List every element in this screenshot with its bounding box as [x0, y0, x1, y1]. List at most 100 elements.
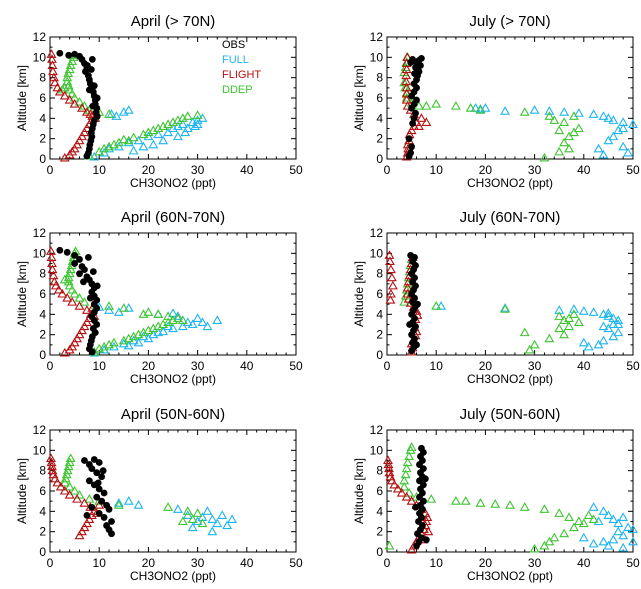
x-tick-label: 40	[240, 556, 254, 570]
data-point-obs	[411, 70, 418, 77]
data-point-full	[613, 315, 624, 324]
panel-title: July (50N-60N)	[460, 406, 561, 423]
data-point-flight	[385, 294, 396, 304]
data-point-obs	[414, 300, 421, 308]
data-point-full	[222, 520, 233, 530]
panel-5: April (50N-60N) 0 10 20 30 40 50 0 2 4 6 8 10 12 CH3ON…	[15, 406, 303, 583]
data-point-ddep	[153, 309, 164, 318]
data-point-full	[227, 514, 237, 524]
data-point-ddep	[63, 461, 74, 471]
y-tick-label: 4	[39, 111, 46, 125]
data-point-flight	[53, 284, 64, 294]
data-point-ddep	[104, 301, 114, 310]
data-point-ddep	[426, 494, 437, 503]
data-point-ddep	[74, 489, 85, 499]
data-point-ddep	[69, 288, 80, 298]
data-point-obs	[422, 536, 430, 544]
data-point-full	[187, 522, 198, 532]
panel-2: July (> 70N) 0 10 20 30 40 50 0 2 4 6 8 10 12 CH3ONO2 …	[352, 13, 640, 190]
data-point-ddep	[399, 481, 410, 491]
data-point-full	[104, 305, 114, 314]
data-point-obs	[56, 246, 64, 254]
x-axis-label: CH3ONO2 (ppt)	[130, 176, 216, 190]
data-point-ddep	[63, 68, 74, 78]
data-point-ddep	[404, 451, 415, 460]
data-point-obs	[99, 467, 107, 475]
data-point-ddep	[450, 101, 461, 110]
data-point-ddep	[554, 311, 565, 320]
data-point-ddep	[65, 264, 76, 274]
data-point-flight	[74, 329, 85, 339]
y-tick-label: 0	[39, 348, 46, 362]
data-point-ddep	[539, 504, 550, 513]
data-point-ddep	[475, 498, 486, 507]
data-point-obs	[85, 477, 93, 485]
data-point-flight	[422, 512, 433, 521]
x-axis-label: CH3ONO2 (ppt)	[130, 372, 216, 386]
data-point-full	[153, 327, 164, 337]
data-point-ddep	[59, 477, 70, 487]
data-point-flight	[72, 494, 83, 503]
data-point-obs	[87, 66, 95, 73]
data-point-obs	[88, 503, 96, 511]
data-point-flight	[74, 135, 85, 145]
y-tick-label: 4	[39, 504, 46, 518]
data-point-obs	[407, 149, 415, 157]
data-point-flight	[401, 491, 412, 501]
data-point-full	[202, 321, 213, 331]
data-point-obs	[89, 102, 97, 110]
data-point-flight	[406, 544, 417, 554]
data-point-ddep	[197, 518, 208, 528]
data-point-ddep	[62, 465, 73, 475]
x-tick-label: 20	[142, 556, 156, 570]
data-point-obs	[421, 475, 429, 483]
data-point-ddep	[573, 317, 584, 327]
data-point-flight	[48, 270, 59, 280]
data-point-flight	[48, 72, 59, 82]
data-point-full	[128, 145, 139, 155]
data-point-obs	[80, 278, 87, 286]
panel-6: July (50N-60N) 0 10 20 30 40 50 0 2 4 6 8 10 12 CH3ONO…	[352, 406, 640, 583]
data-point-flight	[47, 60, 58, 70]
data-point-full	[123, 496, 134, 505]
data-point-ddep	[529, 339, 540, 349]
data-point-flight	[79, 321, 90, 331]
legend-entry-obs: OBS	[222, 39, 245, 51]
data-point-full	[578, 337, 589, 347]
data-point-flight	[59, 90, 70, 100]
data-point-obs	[108, 530, 115, 538]
data-point-obs	[76, 256, 83, 263]
data-point-full	[588, 307, 599, 316]
data-point-full	[628, 119, 638, 128]
data-point-obs	[108, 518, 115, 525]
data-point-ddep	[143, 307, 154, 316]
data-point-obs	[407, 251, 415, 259]
data-point-ddep	[118, 303, 129, 312]
y-tick-label: 10	[33, 443, 47, 457]
data-point-flight	[384, 467, 395, 477]
y-axis-label: Altitude [km]	[352, 261, 366, 327]
data-point-obs	[88, 55, 96, 63]
y-tick-label: 8	[39, 267, 46, 281]
x-tick-label: 0	[47, 359, 54, 373]
y-tick-label: 6	[376, 287, 383, 301]
data-point-obs	[56, 49, 64, 57]
data-point-ddep	[64, 280, 75, 290]
data-point-flight	[49, 77, 60, 87]
data-point-ddep	[192, 110, 203, 119]
data-point-obs	[95, 459, 103, 466]
data-point-full	[500, 106, 511, 115]
data-point-ddep	[128, 132, 139, 142]
data-point-ddep	[544, 536, 555, 546]
y-tick-label: 8	[39, 464, 46, 478]
data-point-flight	[414, 121, 424, 131]
data-point-obs	[408, 143, 415, 151]
data-point-full	[598, 321, 609, 331]
data-point-ddep	[549, 532, 560, 542]
data-point-flight	[67, 341, 78, 351]
y-tick-label: 6	[39, 91, 46, 105]
y-tick-label: 4	[376, 307, 383, 321]
y-axis-label: Altitude [km]	[352, 65, 366, 131]
data-point-ddep	[172, 313, 183, 322]
x-tick-label: 50	[626, 359, 640, 373]
